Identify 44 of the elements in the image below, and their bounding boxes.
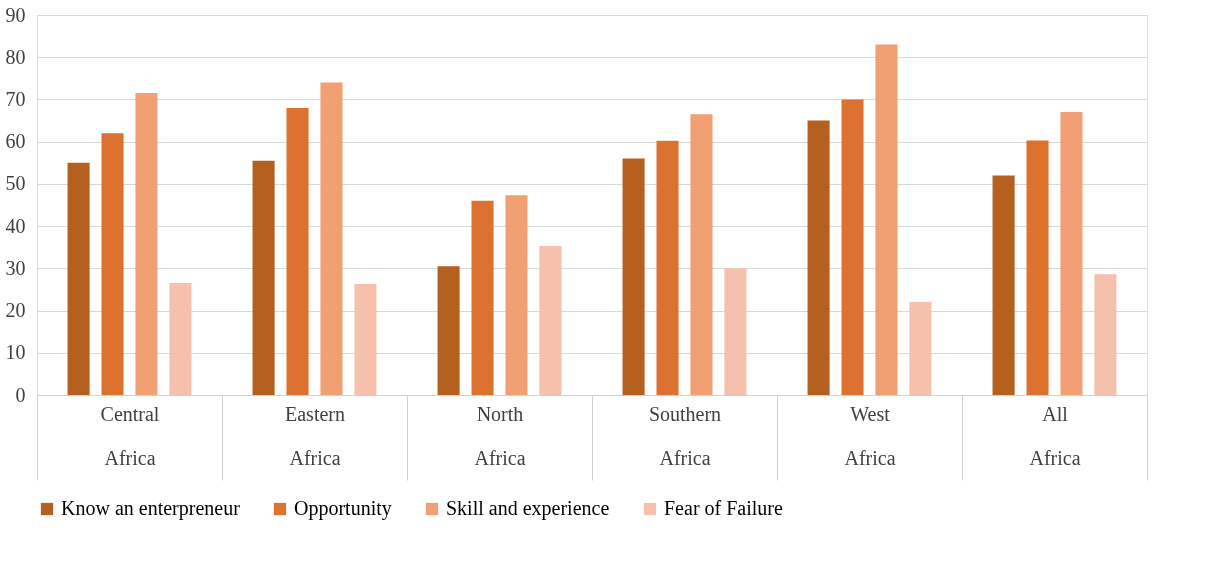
legend-label: Opportunity: [294, 497, 392, 520]
bar: [1060, 112, 1083, 395]
y-tick-label: 30: [5, 256, 26, 279]
bar: [320, 82, 343, 395]
bar: [622, 158, 645, 395]
x-tick-label: Southern Africa: [648, 402, 722, 469]
bar: [992, 175, 1015, 395]
x-tick-label: All Africa: [1029, 402, 1081, 469]
bar: [690, 114, 713, 395]
y-tick-label: 40: [5, 214, 26, 237]
x-tick-label: North Africa: [474, 402, 526, 469]
bar: [135, 93, 158, 395]
y-tick-label: 20: [5, 299, 26, 322]
y-tick-label: 60: [5, 130, 26, 153]
bar: [505, 195, 528, 395]
bar: [101, 133, 124, 395]
bar: [841, 99, 864, 395]
y-tick-label: 90: [5, 3, 26, 26]
bar: [252, 160, 275, 395]
bar: [437, 266, 460, 395]
y-tick-label: 0: [15, 383, 26, 406]
bar: [354, 283, 377, 395]
bar: [471, 200, 494, 395]
bar: [169, 283, 192, 395]
x-tick-label: Central Africa: [100, 402, 160, 469]
legend-label: Skill and experience: [446, 497, 610, 520]
bar: [656, 140, 679, 395]
bar: [875, 44, 898, 395]
x-tick-label: West Africa: [844, 402, 896, 469]
legend-label: Know an enterpreneur: [61, 497, 241, 520]
bar: [724, 268, 747, 395]
bar: [539, 245, 562, 395]
y-tick-label: 50: [5, 172, 26, 195]
bar: [286, 107, 309, 395]
y-tick-label: 10: [5, 341, 26, 364]
bar: [1094, 274, 1117, 395]
bar: [807, 120, 830, 395]
bar: [909, 302, 932, 395]
legend-label: Fear of Failure: [664, 497, 783, 519]
y-tick-label: 70: [5, 87, 26, 110]
y-tick-label: 80: [5, 45, 26, 68]
bar: [1026, 140, 1049, 395]
bar: [67, 162, 90, 395]
x-tick-label: Eastern Africa: [285, 402, 345, 469]
